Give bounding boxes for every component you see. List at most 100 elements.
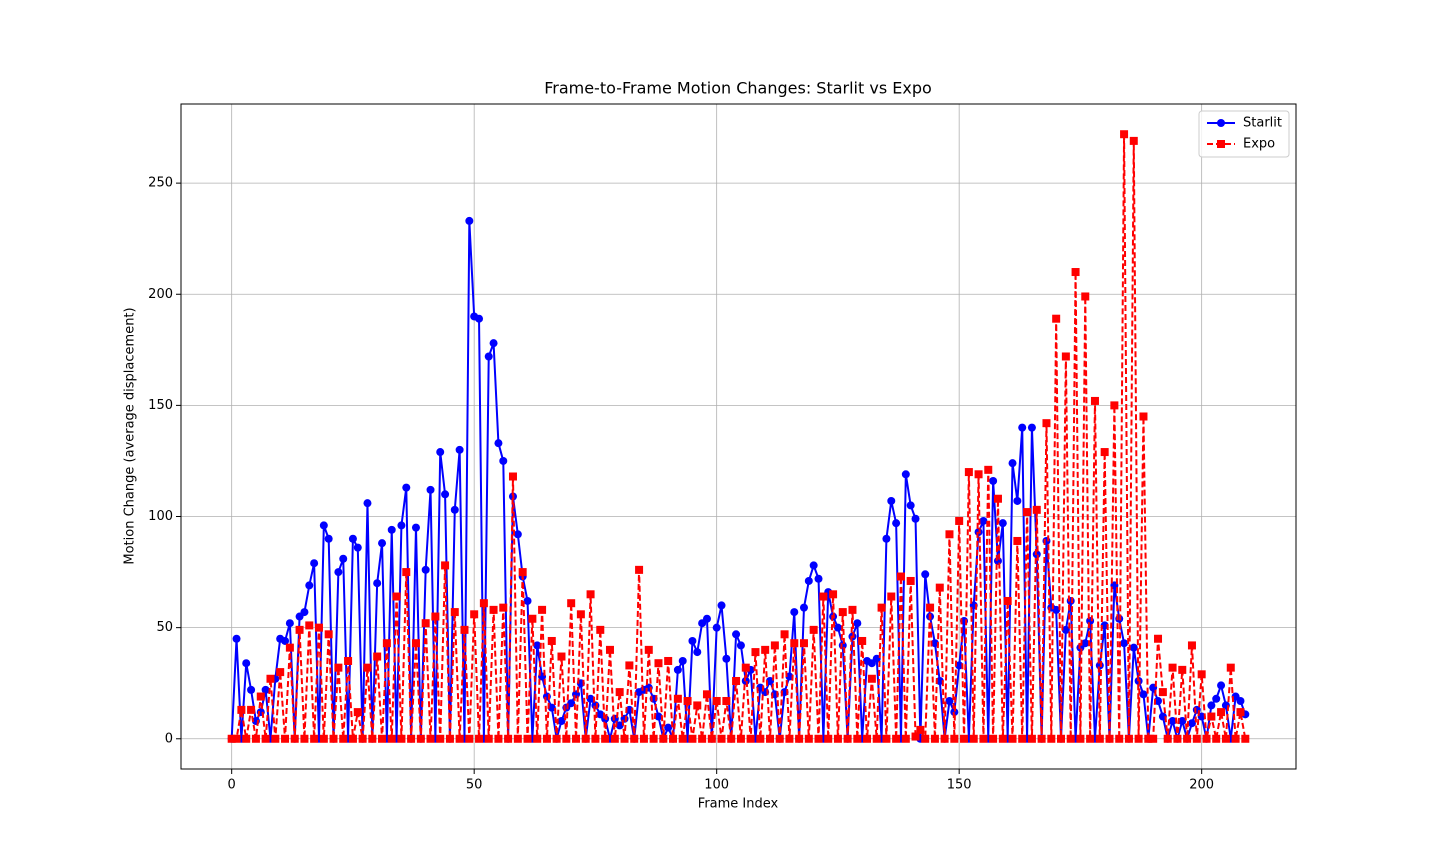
data-point (431, 612, 440, 621)
data-point (1100, 448, 1109, 457)
data-point (455, 734, 464, 743)
data-point (1144, 734, 1153, 743)
data-point (649, 734, 658, 743)
data-point (261, 685, 270, 694)
data-point (872, 654, 881, 663)
data-point (504, 734, 513, 743)
data-point (523, 596, 532, 605)
y-tick-label: 50 (156, 620, 173, 635)
data-point (266, 674, 275, 683)
data-point (1120, 130, 1129, 139)
data-point (732, 676, 741, 685)
data-point (892, 519, 901, 528)
x-tick-label: 50 (466, 778, 483, 793)
data-point (717, 734, 726, 743)
data-point (882, 534, 891, 543)
data-point (426, 734, 435, 743)
data-point (1008, 734, 1017, 743)
data-point (804, 576, 813, 585)
data-point (465, 216, 474, 225)
x-tick-label: 200 (1189, 778, 1214, 793)
data-point (344, 656, 353, 665)
data-point (877, 603, 886, 612)
data-point (378, 539, 387, 548)
data-point (479, 599, 488, 608)
data-point (761, 645, 770, 654)
legend-label: Starlit (1243, 116, 1282, 131)
data-point (562, 734, 571, 743)
data-point (426, 485, 435, 494)
data-point (1066, 734, 1075, 743)
chart-title: Frame-to-Frame Motion Changes: Starlit v… (544, 79, 932, 98)
data-point (984, 465, 993, 474)
data-point (1086, 616, 1095, 625)
data-point (1081, 639, 1090, 648)
data-point (242, 659, 251, 668)
data-point (242, 734, 251, 743)
data-point (475, 314, 484, 323)
data-point (930, 639, 939, 648)
data-point (1231, 734, 1240, 743)
data-point (581, 734, 590, 743)
data-point (378, 734, 387, 743)
data-point (319, 521, 328, 530)
data-point (707, 734, 716, 743)
data-point (1042, 419, 1051, 428)
data-point (319, 734, 328, 743)
data-point (402, 483, 411, 492)
series (227, 130, 1250, 743)
data-point (998, 734, 1007, 743)
data-point (300, 734, 309, 743)
data-point (1052, 605, 1061, 614)
data-point (567, 699, 576, 708)
data-point (1139, 690, 1148, 699)
data-point (1134, 734, 1143, 743)
data-point (237, 705, 246, 714)
data-point (673, 694, 682, 703)
data-point (989, 734, 998, 743)
data-point (227, 734, 236, 743)
data-point (387, 734, 396, 743)
data-point (475, 734, 484, 743)
data-point (814, 734, 823, 743)
data-point (547, 703, 556, 712)
data-point (523, 734, 532, 743)
data-point (387, 525, 396, 534)
data-point (232, 634, 241, 643)
data-point (494, 734, 503, 743)
data-point (974, 470, 983, 479)
data-point (833, 734, 842, 743)
data-point (281, 734, 290, 743)
data-point (576, 610, 585, 619)
data-point (1023, 508, 1032, 517)
data-point (314, 623, 323, 632)
data-point (1057, 734, 1066, 743)
data-point (790, 639, 799, 648)
data-point (610, 734, 619, 743)
data-point (1241, 734, 1250, 743)
data-point (450, 505, 459, 514)
data-point (1115, 734, 1124, 743)
data-point (702, 614, 711, 623)
data-point (300, 608, 309, 617)
data-point (955, 516, 964, 525)
data-point (989, 476, 998, 485)
data-point (766, 676, 775, 685)
data-point (445, 734, 454, 743)
data-point (664, 723, 673, 732)
data-point (441, 561, 450, 570)
data-point (799, 603, 808, 612)
data-point (1090, 396, 1099, 405)
data-point (407, 734, 416, 743)
data-point (1003, 596, 1012, 605)
data-point (964, 468, 973, 477)
data-point (819, 592, 828, 601)
y-tick-label: 100 (148, 509, 173, 524)
data-point (1217, 708, 1226, 717)
data-point (911, 732, 920, 741)
data-point (1032, 505, 1041, 514)
data-point (785, 734, 794, 743)
data-point (615, 688, 624, 697)
data-point (1061, 352, 1070, 361)
